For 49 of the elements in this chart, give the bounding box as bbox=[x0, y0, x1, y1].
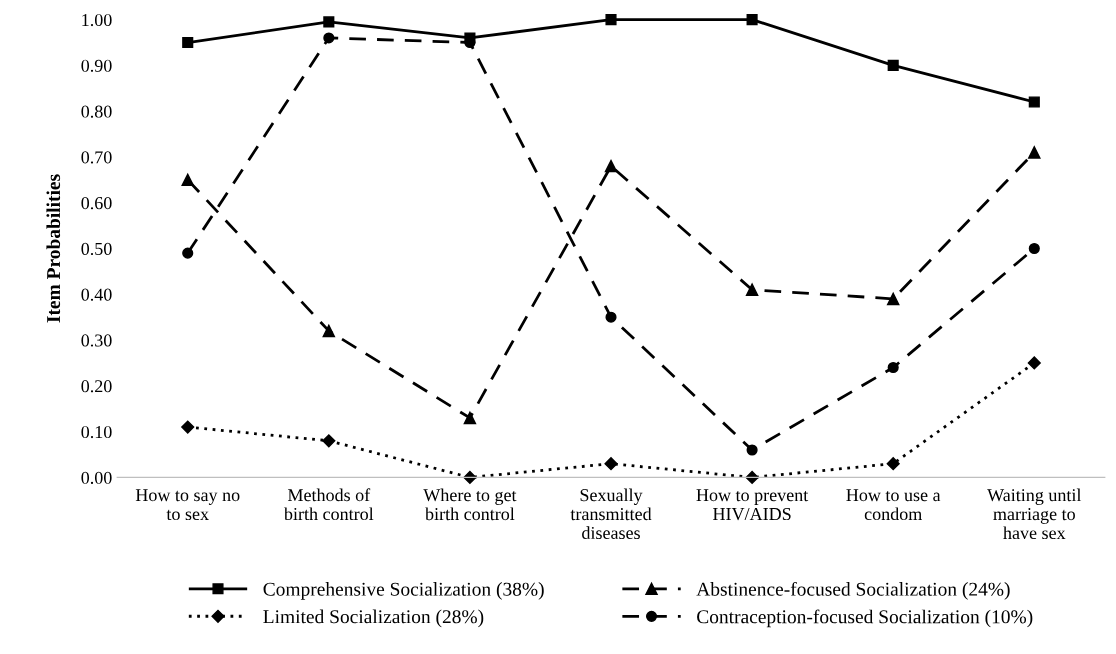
point bbox=[463, 411, 477, 425]
point bbox=[322, 324, 336, 338]
point bbox=[323, 16, 335, 28]
point bbox=[182, 247, 194, 259]
x-tick-label: Methods of birth control bbox=[283, 488, 374, 521]
point bbox=[604, 159, 618, 173]
y-tick-label: 0.10 bbox=[81, 425, 112, 439]
point bbox=[1028, 242, 1040, 255]
y-tick-label: 0.30 bbox=[81, 334, 112, 347]
point bbox=[605, 14, 617, 26]
point bbox=[463, 470, 477, 485]
point bbox=[746, 14, 758, 26]
x-tick-label: How to use a condom bbox=[846, 489, 941, 521]
point bbox=[322, 434, 336, 448]
legend-label: Comprehensive Socialization (38%) bbox=[263, 582, 544, 600]
point bbox=[182, 36, 194, 49]
point bbox=[886, 292, 900, 306]
y-axis-title: Item Probabilities bbox=[46, 174, 61, 323]
legend-label: Limited Socialization (28%) bbox=[263, 609, 484, 628]
point bbox=[181, 420, 195, 434]
point bbox=[746, 444, 758, 456]
x-tick-label: Sexually transmitted diseases bbox=[570, 488, 652, 540]
y-tick-label: 0.80 bbox=[81, 105, 112, 118]
legend-label: Contraception-focused Socialization (10%) bbox=[697, 609, 1033, 628]
y-tick-label: 0.20 bbox=[81, 380, 112, 393]
x-tick-label: Where to get birth control bbox=[423, 488, 517, 521]
point bbox=[1027, 356, 1041, 370]
y-tick-label: 0.60 bbox=[81, 197, 112, 210]
point bbox=[605, 311, 617, 323]
point bbox=[887, 59, 899, 71]
y-tick-label: 0.90 bbox=[81, 59, 112, 72]
point bbox=[1028, 146, 1041, 159]
point bbox=[745, 283, 759, 296]
y-tick-label: 0.00 bbox=[81, 471, 112, 484]
x-tick-label: How to prevent HIV/AIDS bbox=[696, 489, 809, 521]
legend-label: Abstinence-focused Socialization (24%) bbox=[696, 581, 1010, 600]
point bbox=[323, 32, 335, 44]
y-tick-label: 0.50 bbox=[81, 242, 112, 256]
point bbox=[604, 457, 618, 471]
x-tick-label: Waiting until marriage to have sex bbox=[987, 488, 1082, 540]
y-tick-label: 0.40 bbox=[81, 288, 112, 301]
point bbox=[1028, 96, 1040, 108]
y-tick-label: 1.00 bbox=[82, 13, 112, 27]
x-tick-label: How to say no to sex bbox=[135, 489, 240, 521]
point bbox=[181, 173, 194, 187]
point bbox=[887, 361, 899, 374]
y-tick-label: 0.70 bbox=[81, 151, 112, 164]
point bbox=[745, 470, 759, 485]
point bbox=[886, 457, 900, 471]
